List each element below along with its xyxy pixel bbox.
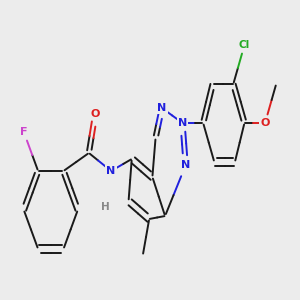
Text: O: O xyxy=(260,118,270,128)
Text: N: N xyxy=(181,160,190,170)
Text: F: F xyxy=(20,127,28,137)
Text: O: O xyxy=(91,109,100,119)
Text: H: H xyxy=(101,202,110,212)
Text: N: N xyxy=(157,103,167,113)
Text: Cl: Cl xyxy=(239,40,250,50)
Text: N: N xyxy=(106,166,116,176)
Text: N: N xyxy=(178,118,187,128)
